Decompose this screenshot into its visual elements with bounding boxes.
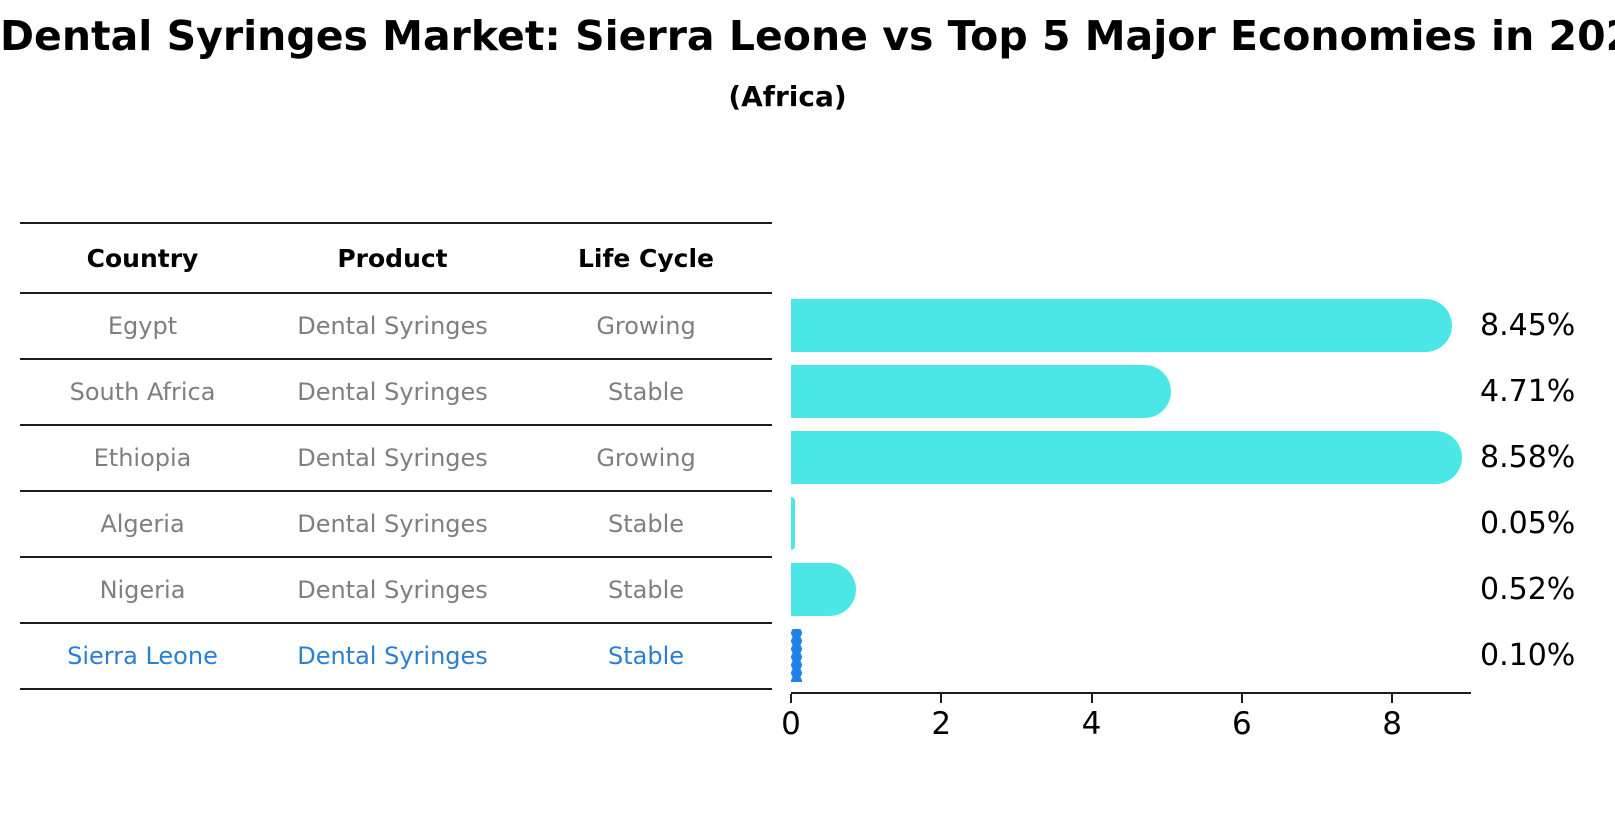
chart-title: Dental Syringes Market: Sierra Leone vs … <box>0 12 1615 60</box>
x-axis-tick-label: 6 <box>1231 706 1252 742</box>
value-label: 8.58% <box>1480 439 1576 475</box>
table-row: Nigeria Dental Syringes Stable <box>20 558 772 624</box>
value-label: 4.71% <box>1480 373 1576 409</box>
chart-subtitle: (Africa) <box>728 80 847 113</box>
column-header-lifecycle: Life Cycle <box>577 243 715 273</box>
table-row: Ethiopia Dental Syringes Growing <box>20 426 772 492</box>
table-row: South Africa Dental Syringes Stable <box>20 360 772 426</box>
bar-row: 8.45% <box>791 292 1615 358</box>
table-body: Egypt Dental Syringes Growing South Africa D… <box>20 294 772 690</box>
x-axis-tick <box>1391 694 1394 703</box>
x-axis-tick-label: 8 <box>1382 706 1402 742</box>
product-cell: Dental Syringes <box>297 576 488 604</box>
product-cell: Dental Syringes <box>297 510 488 538</box>
lifecycle-cell: Stable <box>607 510 685 538</box>
value-label: 0.05% <box>1480 505 1576 541</box>
bar <box>791 496 795 550</box>
bar-row: 4.71% <box>791 358 1615 424</box>
x-axis-tick-label: 4 <box>1081 706 1102 742</box>
bar-row: 0.52% <box>791 556 1615 622</box>
x-axis-tick <box>790 694 792 703</box>
bar <box>791 364 1171 418</box>
country-cell: Algeria <box>100 510 185 538</box>
country-cell: Nigeria <box>99 576 186 604</box>
product-cell: Dental Syringes <box>297 444 488 472</box>
product-cell: Dental Syringes <box>297 312 488 340</box>
lifecycle-cell: Stable <box>607 378 685 406</box>
x-axis-tick <box>1240 694 1243 703</box>
bar <box>791 562 857 616</box>
value-label: 0.10% <box>1480 637 1576 673</box>
sierra-leone-marker <box>791 628 802 682</box>
bar-row: 0.05% <box>791 490 1615 556</box>
bar-chart-plot-area: 8.45% 4.71% 8.58% 0.05% 0.52% 0.10% <box>791 292 1615 688</box>
country-cell: Sierra Leone <box>67 642 218 670</box>
x-axis-line <box>791 692 1471 694</box>
table-row: Sierra Leone Dental Syringes Stable <box>20 624 772 690</box>
bar-row: 0.10% <box>791 622 1615 688</box>
table-header-row: Country Product Life Cycle <box>20 224 772 294</box>
value-label: 0.52% <box>1480 571 1576 607</box>
lifecycle-cell: Growing <box>596 312 696 340</box>
product-cell: Dental Syringes <box>297 378 488 406</box>
country-cell: Ethiopia <box>93 444 192 472</box>
bar-row: 8.58% <box>791 424 1615 490</box>
table-row: Algeria Dental Syringes Stable <box>20 492 772 558</box>
value-label: 8.45% <box>1480 307 1576 343</box>
country-cell: South Africa <box>69 378 216 406</box>
bar <box>791 430 1462 484</box>
comparison-table: Country Product Life Cycle Egypt Dental S… <box>20 222 772 690</box>
column-header-country: Country <box>86 243 199 273</box>
lifecycle-cell: Stable <box>607 576 685 604</box>
x-axis-tick <box>1090 694 1093 703</box>
table-row: Egypt Dental Syringes Growing <box>20 294 772 360</box>
lifecycle-cell: Growing <box>596 444 696 472</box>
country-cell: Egypt <box>107 312 178 340</box>
product-cell: Dental Syringes <box>297 642 488 670</box>
x-axis-tick-label: 0 <box>781 706 801 742</box>
x-axis-tick-label: 2 <box>931 706 952 742</box>
bar <box>791 298 1452 352</box>
x-axis-tick <box>940 694 943 703</box>
column-header-product: Product <box>337 243 448 273</box>
lifecycle-cell: Stable <box>607 642 685 670</box>
